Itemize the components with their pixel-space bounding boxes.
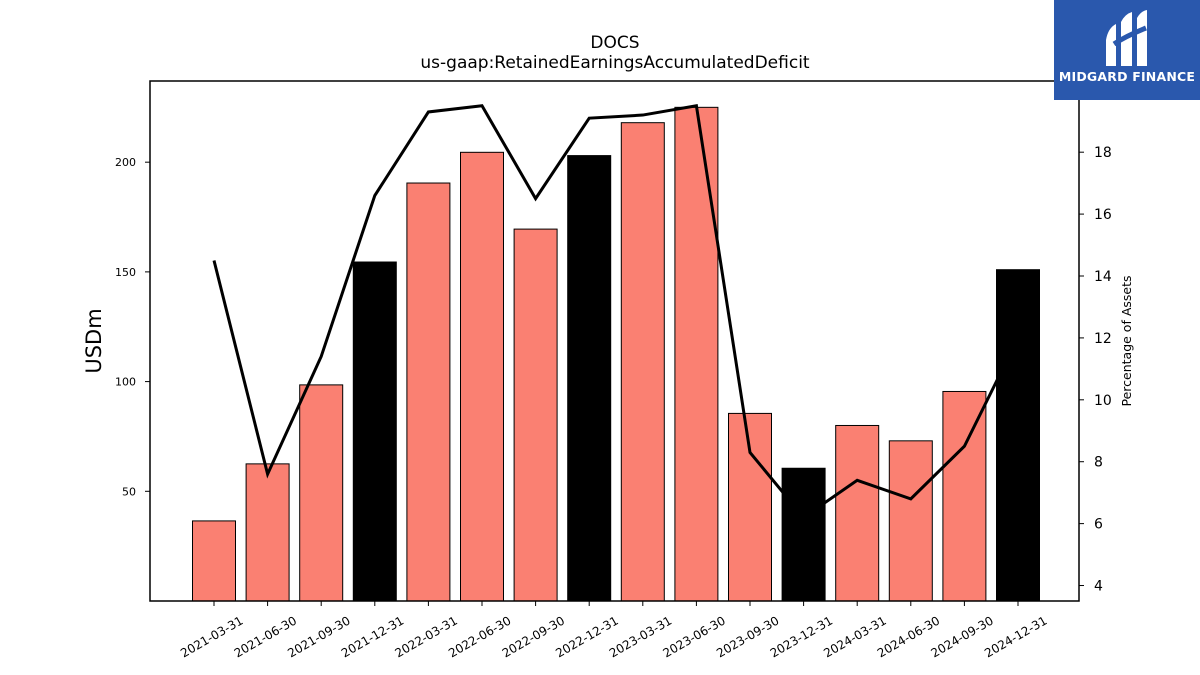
- bars-layer: [192, 106, 1040, 602]
- bar-2023-09-30: [728, 412, 772, 602]
- y2-tick-label-16: 16: [1094, 207, 1112, 223]
- bar-2022-12-31: [567, 155, 612, 602]
- line-layer: [212, 104, 1020, 520]
- y2-tick-label-12: 12: [1094, 331, 1112, 347]
- logo: MIDGARD FINANCE: [1054, 0, 1200, 100]
- y-axis-label: USDm: [82, 308, 106, 373]
- logo-mark-icon: [1106, 10, 1147, 66]
- y2-tick-label-10: 10: [1094, 393, 1112, 409]
- y-tick-label-50: 50: [122, 485, 136, 498]
- bar-2023-12-31: [781, 467, 826, 602]
- bar-2022-06-30: [460, 151, 504, 602]
- bar-2024-06-30: [888, 440, 933, 602]
- bar-2023-06-30: [674, 106, 719, 602]
- chart-subtitle: us-gaap:RetainedEarningsAccumulatedDefic…: [420, 53, 810, 73]
- bar-2021-03-31: [192, 520, 236, 602]
- y2-tick-label-4: 4: [1094, 579, 1103, 595]
- y2-tick-label-8: 8: [1094, 455, 1103, 471]
- bar-2021-09-30: [299, 384, 344, 602]
- bar-2022-09-30: [513, 228, 558, 602]
- plot-frame: [149, 80, 1080, 602]
- y2-tick-label-6: 6: [1094, 517, 1103, 533]
- bar-2024-03-31: [835, 424, 880, 602]
- chart-title: DOCS: [590, 33, 639, 53]
- y2-tick-label-18: 18: [1094, 145, 1112, 161]
- y-tick-label-200: 200: [115, 156, 136, 169]
- bar-2021-06-30: [245, 463, 290, 602]
- y-tick-label-100: 100: [115, 376, 136, 389]
- bar-2024-09-30: [942, 390, 987, 602]
- bar-2023-03-31: [620, 122, 665, 602]
- bar-2021-12-31: [352, 261, 397, 602]
- pct-assets-line: [212, 104, 1020, 520]
- logo-text: MIDGARD FINANCE: [1058, 69, 1196, 84]
- y-tick-label-150: 150: [115, 266, 136, 279]
- y2-axis-label: Percentage of Assets: [1119, 276, 1134, 407]
- y2-tick-label-14: 14: [1094, 269, 1112, 285]
- bar-2024-12-31: [996, 269, 1040, 602]
- bar-2022-03-31: [406, 182, 451, 602]
